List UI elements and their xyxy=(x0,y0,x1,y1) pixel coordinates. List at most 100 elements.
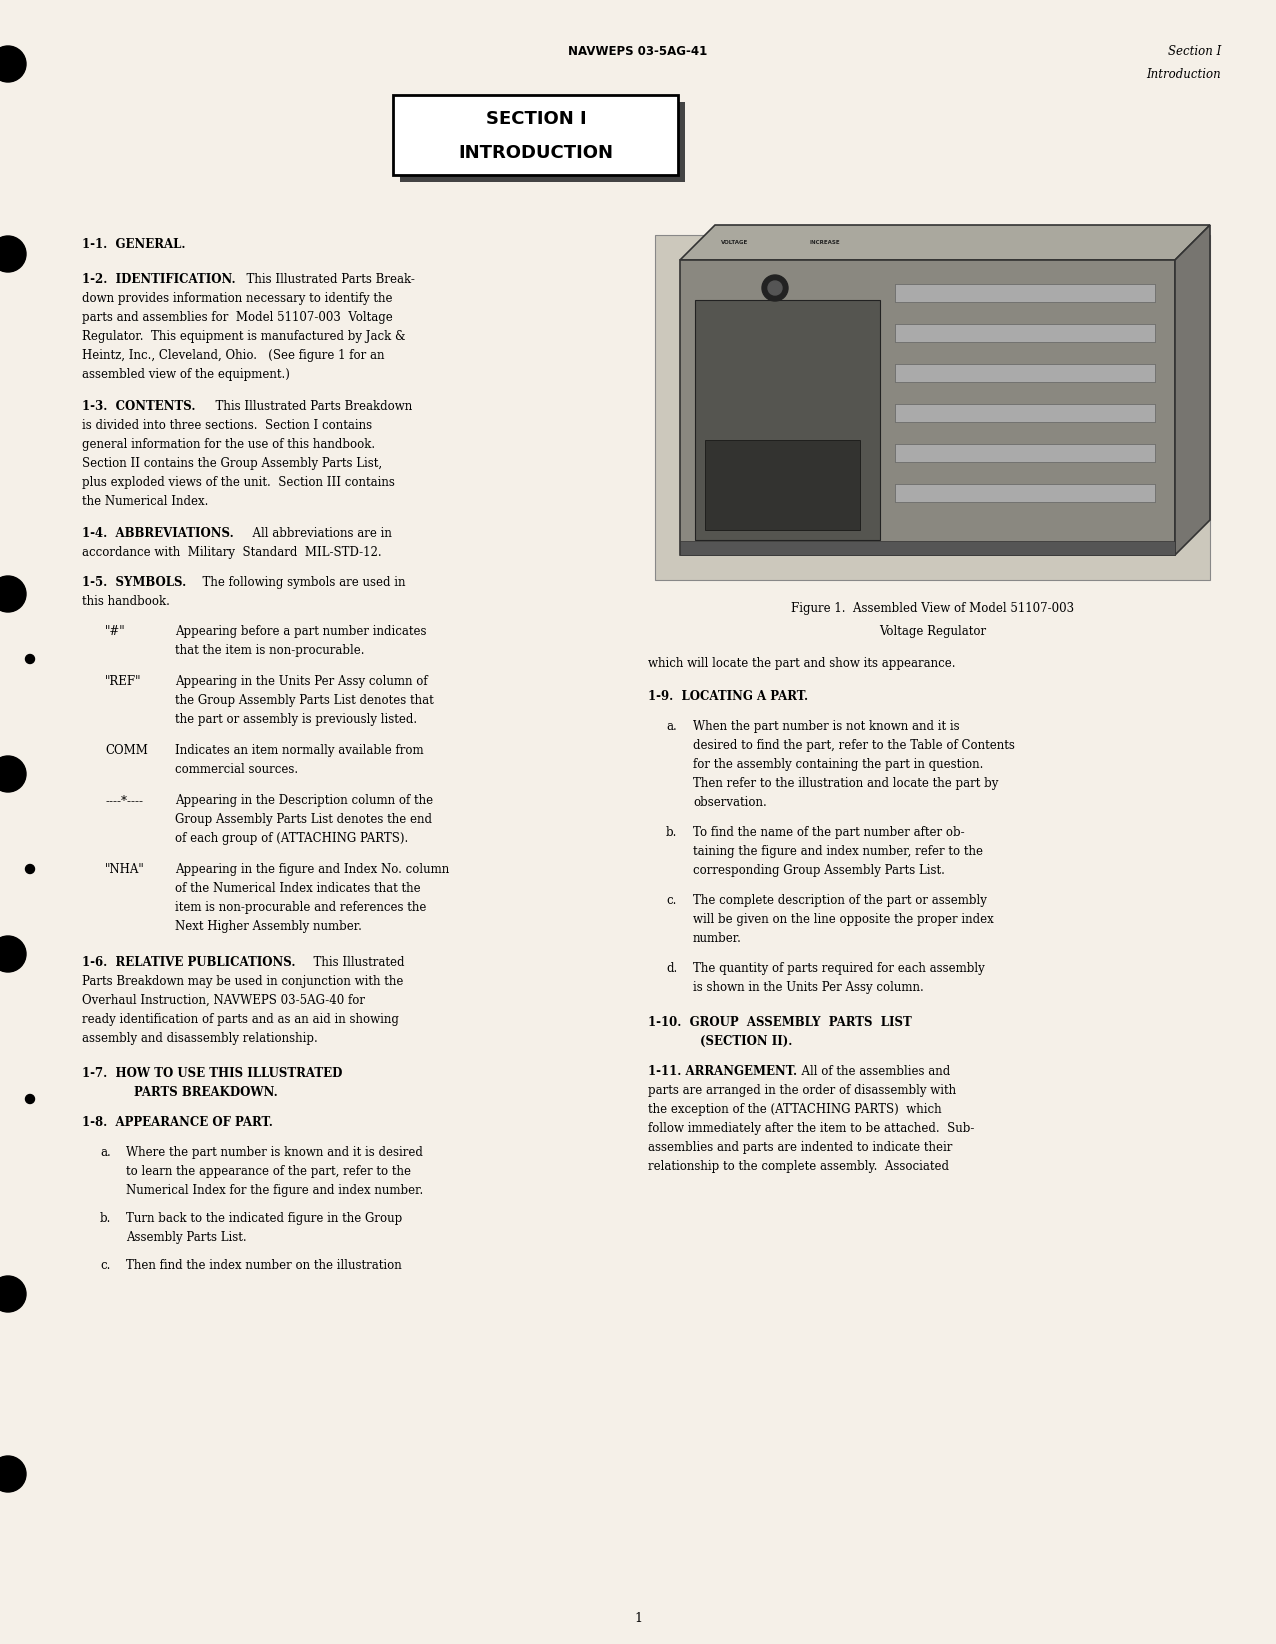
Text: 1-1.  GENERAL.: 1-1. GENERAL. xyxy=(82,238,185,252)
Text: of each group of (ATTACHING PARTS).: of each group of (ATTACHING PARTS). xyxy=(175,832,408,845)
Text: The following symbols are used in: The following symbols are used in xyxy=(195,575,406,589)
Text: All abbreviations are in: All abbreviations are in xyxy=(245,528,392,539)
Text: the Numerical Index.: the Numerical Index. xyxy=(82,495,208,508)
Text: ----*----: ----*---- xyxy=(105,794,143,807)
Text: Appearing before a part number indicates: Appearing before a part number indicates xyxy=(175,625,426,638)
Text: observation.: observation. xyxy=(693,796,767,809)
Circle shape xyxy=(0,575,26,612)
Circle shape xyxy=(0,756,26,792)
Text: "REF": "REF" xyxy=(105,676,142,687)
Text: to learn the appearance of the part, refer to the: to learn the appearance of the part, ref… xyxy=(126,1166,411,1179)
Text: c.: c. xyxy=(100,1259,111,1272)
Bar xyxy=(680,260,1175,556)
Text: of the Numerical Index indicates that the: of the Numerical Index indicates that th… xyxy=(175,881,421,894)
Bar xyxy=(894,444,1155,462)
Text: Then find the index number on the illustration: Then find the index number on the illust… xyxy=(126,1259,402,1272)
Text: Indicates an item normally available from: Indicates an item normally available fro… xyxy=(175,745,424,756)
Text: To find the name of the part number after ob-: To find the name of the part number afte… xyxy=(693,825,965,838)
Text: Parts Breakdown may be used in conjunction with the: Parts Breakdown may be used in conjuncti… xyxy=(82,975,403,988)
Text: Turn back to the indicated figure in the Group: Turn back to the indicated figure in the… xyxy=(126,1212,402,1225)
Text: c.: c. xyxy=(666,894,676,907)
Text: 1-10.  GROUP  ASSEMBLY  PARTS  LIST: 1-10. GROUP ASSEMBLY PARTS LIST xyxy=(648,1016,912,1029)
Circle shape xyxy=(0,1276,26,1312)
Text: Then refer to the illustration and locate the part by: Then refer to the illustration and locat… xyxy=(693,778,998,791)
Text: plus exploded views of the unit.  Section III contains: plus exploded views of the unit. Section… xyxy=(82,477,394,488)
Text: Voltage Regulator: Voltage Regulator xyxy=(879,625,986,638)
Circle shape xyxy=(26,865,34,873)
Text: assembly and disassembly relationship.: assembly and disassembly relationship. xyxy=(82,1032,318,1046)
Text: taining the figure and index number, refer to the: taining the figure and index number, ref… xyxy=(693,845,983,858)
Text: parts and assemblies for  Model 51107-003  Voltage: parts and assemblies for Model 51107-003… xyxy=(82,311,393,324)
Text: 1-5.  SYMBOLS.: 1-5. SYMBOLS. xyxy=(82,575,186,589)
Text: Where the part number is known and it is desired: Where the part number is known and it is… xyxy=(126,1146,422,1159)
Bar xyxy=(894,404,1155,423)
Text: 1-2.  IDENTIFICATION.: 1-2. IDENTIFICATION. xyxy=(82,273,236,286)
Text: b.: b. xyxy=(100,1212,111,1225)
Text: 1-8.  APPEARANCE OF PART.: 1-8. APPEARANCE OF PART. xyxy=(82,1116,273,1129)
Polygon shape xyxy=(680,225,1210,260)
Text: Appearing in the Description column of the: Appearing in the Description column of t… xyxy=(175,794,433,807)
Text: 1-9.  LOCATING A PART.: 1-9. LOCATING A PART. xyxy=(648,690,808,704)
Text: VOLTAGE: VOLTAGE xyxy=(721,240,749,245)
Text: INCREASE: INCREASE xyxy=(810,240,841,245)
Text: All of the assemblies and: All of the assemblies and xyxy=(794,1065,951,1078)
Text: "NHA": "NHA" xyxy=(105,863,144,876)
Text: which will locate the part and show its appearance.: which will locate the part and show its … xyxy=(648,658,956,671)
Circle shape xyxy=(768,281,782,294)
Circle shape xyxy=(0,935,26,972)
Text: Section I: Section I xyxy=(1168,44,1221,58)
Text: REGULATOR: REGULATOR xyxy=(715,480,745,485)
Text: down provides information necessary to identify the: down provides information necessary to i… xyxy=(82,293,393,306)
Text: the part or assembly is previously listed.: the part or assembly is previously liste… xyxy=(175,713,417,727)
Text: "#": "#" xyxy=(105,625,125,638)
Text: item is non-procurable and references the: item is non-procurable and references th… xyxy=(175,901,426,914)
Polygon shape xyxy=(1175,225,1210,556)
Text: This Illustrated: This Illustrated xyxy=(306,957,404,968)
Text: Section II contains the Group Assembly Parts List,: Section II contains the Group Assembly P… xyxy=(82,457,382,470)
Text: the Group Assembly Parts List denotes that: the Group Assembly Parts List denotes th… xyxy=(175,694,434,707)
Text: 1-3.  CONTENTS.: 1-3. CONTENTS. xyxy=(82,399,195,413)
Text: 1-4.  ABBREVIATIONS.: 1-4. ABBREVIATIONS. xyxy=(82,528,234,539)
Text: When the part number is not known and it is: When the part number is not known and it… xyxy=(693,720,960,733)
Text: commercial sources.: commercial sources. xyxy=(175,763,299,776)
Circle shape xyxy=(0,46,26,82)
Text: Numerical Index for the figure and index number.: Numerical Index for the figure and index… xyxy=(126,1184,424,1197)
Text: Regulator.  This equipment is manufactured by Jack &: Regulator. This equipment is manufacture… xyxy=(82,330,406,344)
Text: this handbook.: this handbook. xyxy=(82,595,170,608)
Text: 1-6.  RELATIVE PUBLICATIONS.: 1-6. RELATIVE PUBLICATIONS. xyxy=(82,957,296,968)
Bar xyxy=(894,363,1155,381)
Text: Heintz, Inc., Cleveland, Ohio.   (See figure 1 for an: Heintz, Inc., Cleveland, Ohio. (See figu… xyxy=(82,349,384,362)
Text: Appearing in the figure and Index No. column: Appearing in the figure and Index No. co… xyxy=(175,863,449,876)
Text: the exception of the (ATTACHING PARTS)  which: the exception of the (ATTACHING PARTS) w… xyxy=(648,1103,942,1116)
Text: SECTION I: SECTION I xyxy=(486,110,586,128)
Text: desired to find the part, refer to the Table of Contents: desired to find the part, refer to the T… xyxy=(693,740,1014,751)
Text: is shown in the Units Per Assy column.: is shown in the Units Per Assy column. xyxy=(693,981,924,995)
Text: 1: 1 xyxy=(634,1613,642,1624)
Text: Appearing in the Units Per Assy column of: Appearing in the Units Per Assy column o… xyxy=(175,676,427,687)
Text: that the item is non-procurable.: that the item is non-procurable. xyxy=(175,644,365,658)
FancyBboxPatch shape xyxy=(393,95,679,174)
Text: 1-7.  HOW TO USE THIS ILLUSTRATED: 1-7. HOW TO USE THIS ILLUSTRATED xyxy=(82,1067,342,1080)
Text: INTRODUCTION: INTRODUCTION xyxy=(458,145,614,163)
Circle shape xyxy=(762,275,789,301)
Text: VOLTAGE: VOLTAGE xyxy=(715,450,743,455)
Text: PARTS BREAKDOWN.: PARTS BREAKDOWN. xyxy=(134,1087,278,1098)
Text: d.: d. xyxy=(666,962,678,975)
Circle shape xyxy=(26,1095,34,1103)
Circle shape xyxy=(0,1457,26,1493)
Text: is divided into three sections.  Section I contains: is divided into three sections. Section … xyxy=(82,419,373,432)
Text: (SECTION II).: (SECTION II). xyxy=(701,1036,792,1047)
Text: assembled view of the equipment.): assembled view of the equipment.) xyxy=(82,368,290,381)
Circle shape xyxy=(0,237,26,271)
Text: relationship to the complete assembly.  Associated: relationship to the complete assembly. A… xyxy=(648,1161,949,1174)
Text: Assembly Parts List.: Assembly Parts List. xyxy=(126,1231,246,1245)
Text: parts are arranged in the order of disassembly with: parts are arranged in the order of disas… xyxy=(648,1083,956,1097)
Text: Next Higher Assembly number.: Next Higher Assembly number. xyxy=(175,921,362,934)
Bar xyxy=(680,541,1175,556)
Text: a.: a. xyxy=(666,720,676,733)
Text: will be given on the line opposite the proper index: will be given on the line opposite the p… xyxy=(693,912,994,926)
Text: Group Assembly Parts List denotes the end: Group Assembly Parts List denotes the en… xyxy=(175,814,433,825)
Text: COMM: COMM xyxy=(105,745,148,756)
Circle shape xyxy=(26,654,34,664)
Text: The quantity of parts required for each assembly: The quantity of parts required for each … xyxy=(693,962,985,975)
